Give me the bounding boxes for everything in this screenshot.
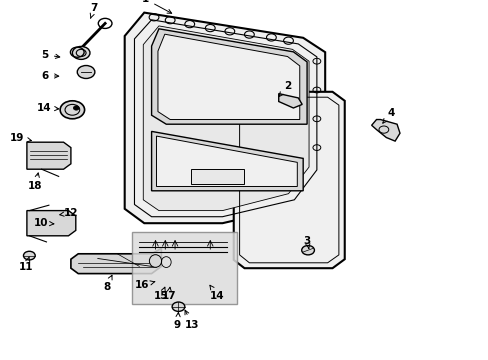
Polygon shape [190,169,244,184]
Circle shape [73,106,79,110]
Circle shape [77,66,95,78]
Text: 1: 1 [142,0,171,13]
Text: 12: 12 [60,208,78,218]
Circle shape [23,251,35,260]
Text: 8: 8 [103,275,112,292]
Circle shape [60,101,84,119]
Polygon shape [27,142,71,169]
Polygon shape [158,34,299,120]
Polygon shape [151,29,306,124]
Circle shape [72,46,90,59]
Circle shape [301,246,314,255]
Text: 14: 14 [209,285,224,301]
Polygon shape [71,248,161,274]
Polygon shape [124,13,325,223]
Text: 15: 15 [154,287,168,301]
Polygon shape [143,26,308,211]
Text: 11: 11 [19,257,33,272]
Text: 10: 10 [33,218,54,228]
Text: 19: 19 [10,132,31,143]
Polygon shape [156,136,297,186]
Text: 14: 14 [37,103,59,113]
Polygon shape [278,94,302,108]
Text: 18: 18 [28,173,42,191]
Polygon shape [233,92,344,268]
Text: 3: 3 [303,235,310,248]
Polygon shape [27,211,76,236]
Polygon shape [151,131,303,191]
Text: 17: 17 [161,287,176,301]
Text: 5: 5 [41,50,60,60]
Text: 2: 2 [279,81,290,96]
Text: 9: 9 [174,312,181,330]
Polygon shape [371,120,399,141]
Circle shape [172,302,184,311]
Ellipse shape [149,255,161,267]
Text: 16: 16 [134,280,155,290]
Text: 7: 7 [90,3,98,18]
Text: 6: 6 [41,71,59,81]
Text: 13: 13 [184,310,199,330]
FancyBboxPatch shape [132,232,237,304]
Text: 4: 4 [382,108,394,123]
